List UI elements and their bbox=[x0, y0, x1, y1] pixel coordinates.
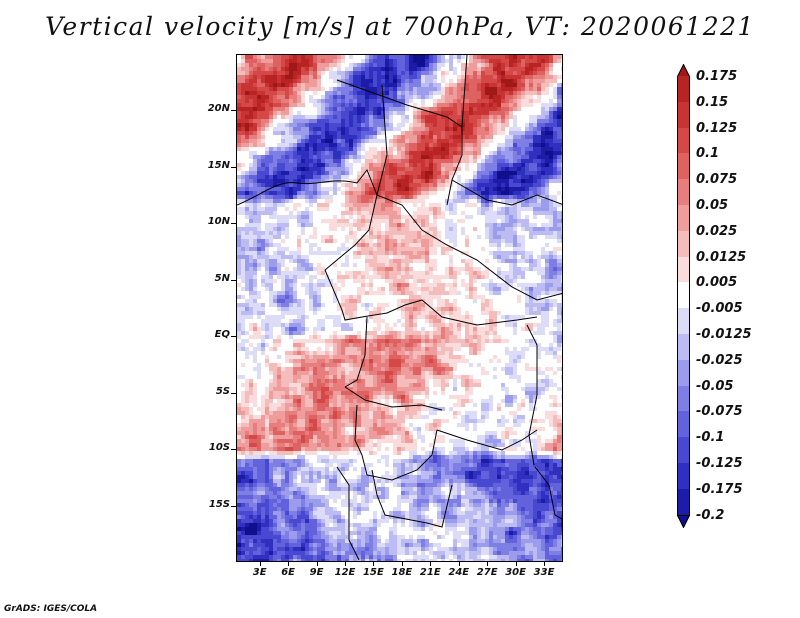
colorbar-cell bbox=[677, 488, 690, 516]
colorbar-label: -0.175 bbox=[696, 481, 743, 497]
lon-label: 3E bbox=[252, 567, 267, 578]
lat-label: EQ bbox=[214, 329, 230, 341]
lon-label: 24E bbox=[448, 567, 470, 578]
lat-tick bbox=[231, 223, 236, 224]
lat-tick bbox=[231, 110, 236, 111]
colorbar-bottom-arrow bbox=[677, 514, 690, 528]
lat-label: 10N bbox=[207, 216, 230, 228]
lon-tick bbox=[345, 562, 346, 566]
lat-tick bbox=[231, 393, 236, 394]
colorbar-cell bbox=[677, 385, 690, 413]
lon-label: 12E bbox=[334, 567, 356, 578]
colorbar-cell bbox=[677, 308, 690, 335]
lat-label: 15N bbox=[207, 159, 230, 171]
colorbar-cell bbox=[677, 463, 690, 490]
lat-label: 10S bbox=[208, 442, 230, 454]
colorbar-label: 0.0125 bbox=[696, 249, 747, 265]
colorbar-label: -0.1 bbox=[696, 430, 725, 446]
lon-tick bbox=[317, 562, 318, 566]
colorbar-label: -0.0125 bbox=[696, 327, 752, 342]
colorbar-cell bbox=[677, 230, 690, 258]
lat-tick bbox=[231, 449, 236, 450]
lon-label: 21E bbox=[419, 567, 441, 578]
colorbar-cell bbox=[677, 282, 690, 310]
colorbar-label: 0.125 bbox=[696, 120, 738, 136]
lon-tick bbox=[260, 562, 261, 566]
lon-label: 18E bbox=[391, 567, 413, 578]
lon-tick bbox=[459, 562, 460, 566]
map-panel bbox=[236, 54, 563, 562]
colorbar-label: 0.15 bbox=[696, 94, 729, 110]
lat-label: 15S bbox=[208, 498, 230, 510]
colorbar-cell bbox=[677, 256, 690, 284]
plot-title: Vertical velocity [m/s] at 700hPa, VT: 2… bbox=[45, 12, 755, 41]
colorbar-cell bbox=[677, 127, 690, 155]
lon-label: 27E bbox=[476, 567, 498, 578]
lon-tick bbox=[544, 562, 545, 566]
colorbar-label: -0.025 bbox=[696, 352, 743, 368]
lon-tick bbox=[402, 562, 403, 566]
lat-tick bbox=[231, 280, 236, 281]
colorbar-label: 0.005 bbox=[696, 275, 738, 291]
colorbar-label: -0.05 bbox=[696, 378, 734, 394]
colorbar-label: 0.175 bbox=[696, 69, 738, 84]
lon-label: 15E bbox=[363, 567, 384, 578]
lon-label: 30E bbox=[505, 567, 526, 578]
lon-label: 33E bbox=[533, 567, 555, 578]
vertical-velocity-field bbox=[237, 55, 562, 561]
lon-tick bbox=[288, 562, 289, 566]
colorbar-label: -0.075 bbox=[696, 404, 743, 420]
colorbar-label: 0.075 bbox=[696, 172, 738, 188]
colorbar-cell bbox=[677, 101, 690, 129]
colorbar-label: -0.125 bbox=[696, 456, 743, 471]
lon-label: 9E bbox=[309, 567, 324, 578]
colorbar-cell bbox=[677, 334, 690, 361]
colorbar-label: 0.1 bbox=[696, 146, 720, 162]
colorbar-cell bbox=[677, 153, 690, 181]
lon-label: 6E bbox=[281, 567, 296, 578]
lat-label: 5N bbox=[214, 272, 230, 284]
colorbar-cell bbox=[677, 437, 690, 464]
lon-tick bbox=[516, 562, 517, 566]
lat-tick bbox=[231, 336, 236, 337]
colorbar-cell bbox=[677, 411, 690, 439]
colorbar-cell bbox=[677, 359, 690, 387]
colorbar-label: -0.2 bbox=[696, 507, 725, 523]
lon-tick bbox=[487, 562, 488, 566]
colorbar-label: 0.025 bbox=[696, 223, 738, 239]
lat-label: 5S bbox=[215, 385, 230, 397]
lat-tick bbox=[231, 506, 236, 507]
colorbar-label: -0.005 bbox=[696, 301, 743, 317]
grads-credit: GrADS: IGES/COLA bbox=[4, 604, 98, 614]
colorbar-label: 0.05 bbox=[696, 198, 729, 213]
colorbar-cell bbox=[677, 76, 690, 103]
lon-tick bbox=[373, 562, 374, 566]
lat-tick bbox=[231, 167, 236, 168]
lon-tick bbox=[430, 562, 431, 566]
colorbar-cell bbox=[677, 179, 690, 206]
colorbar-cell bbox=[677, 205, 690, 232]
lat-label: 20N bbox=[207, 103, 230, 115]
